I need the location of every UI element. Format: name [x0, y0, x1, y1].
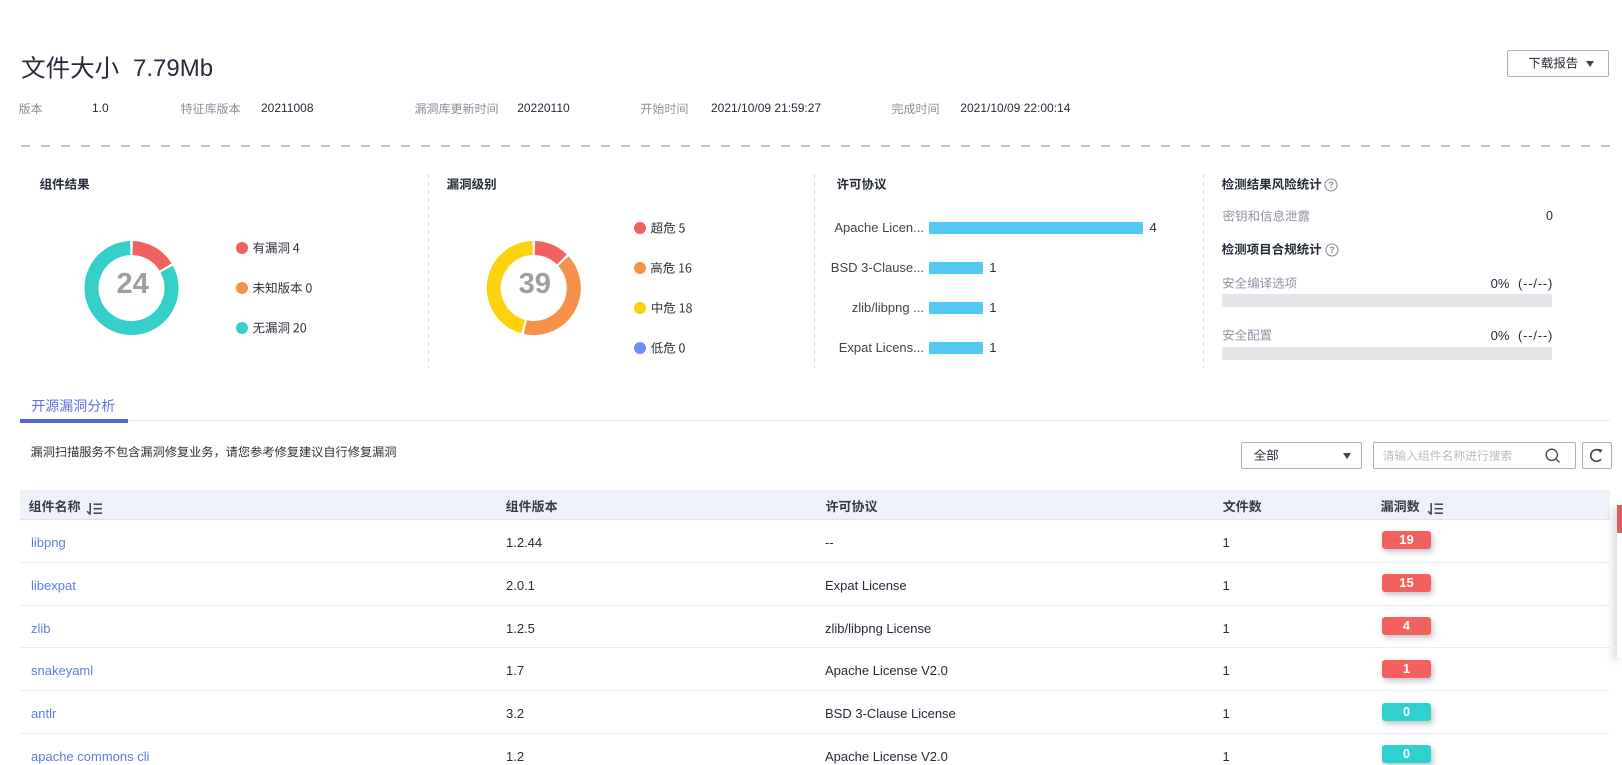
svg-text:?: ? [1328, 180, 1334, 190]
svg-text:?: ? [1329, 245, 1335, 255]
